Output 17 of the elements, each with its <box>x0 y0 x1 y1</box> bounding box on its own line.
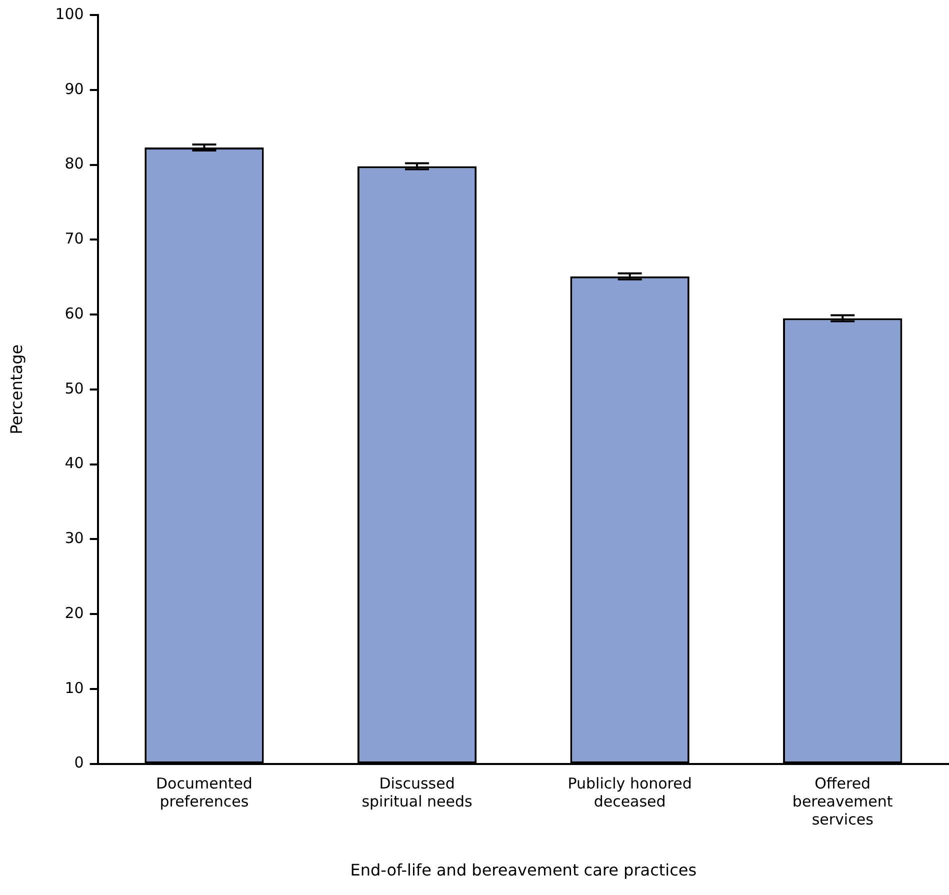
y-tick-label: 50 <box>64 379 84 398</box>
y-tick-label: 90 <box>64 80 84 98</box>
y-tick-label: 70 <box>64 230 84 248</box>
y-tick-label: 30 <box>64 529 84 548</box>
y-tick-label: 100 <box>55 4 84 23</box>
y-tick-label: 0 <box>74 754 84 772</box>
x-tick-label: Discussed spiritual needs <box>362 774 473 811</box>
x-axis-title: End-of-life and bereavement care practices <box>350 860 697 880</box>
y-axis-title: Percentage <box>6 344 26 434</box>
y-tick-label: 40 <box>64 454 84 472</box>
x-tick-label: Offered bereavement services <box>792 774 893 829</box>
y-tick-label: 60 <box>64 304 84 322</box>
x-tick-label: Documented preferences <box>156 774 252 811</box>
y-tick-label: 10 <box>64 678 84 697</box>
x-tick-label: Publicly honored deceased <box>568 774 692 811</box>
y-tick-label: 20 <box>64 604 84 622</box>
y-tick-label: 80 <box>64 154 84 173</box>
